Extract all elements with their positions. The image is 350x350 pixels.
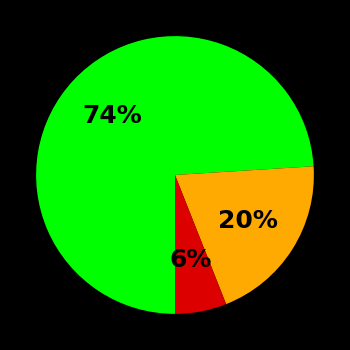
- Wedge shape: [175, 175, 226, 314]
- Text: 74%: 74%: [82, 104, 142, 128]
- Text: 20%: 20%: [218, 209, 278, 233]
- Text: 6%: 6%: [170, 247, 212, 272]
- Wedge shape: [36, 36, 314, 314]
- Wedge shape: [175, 166, 314, 304]
